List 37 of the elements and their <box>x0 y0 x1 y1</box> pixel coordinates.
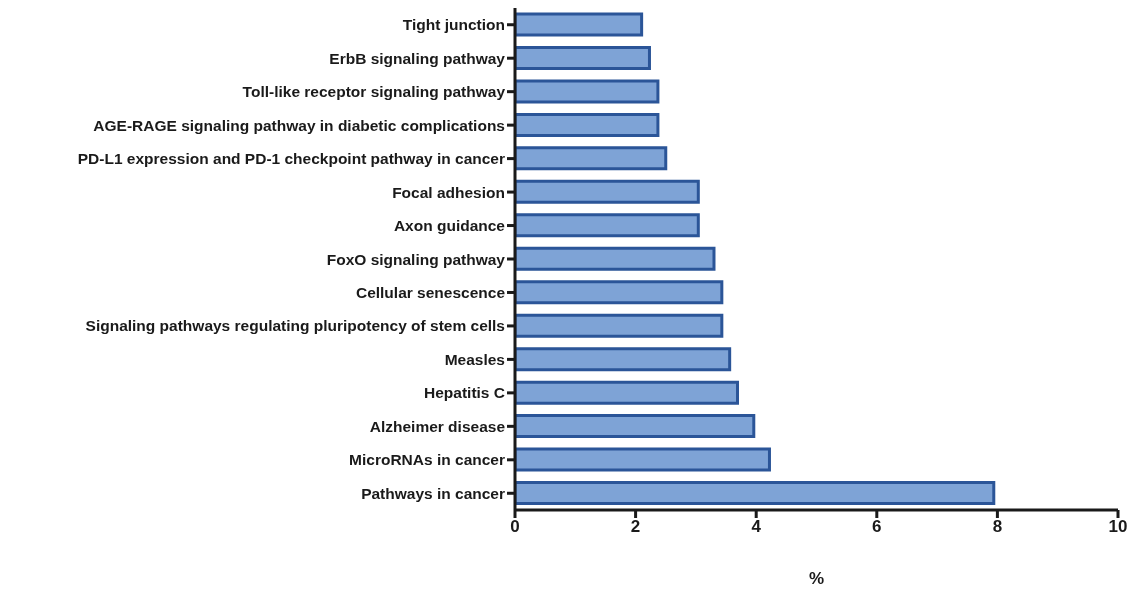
x-tick-label: 8 <box>992 517 1003 537</box>
y-tick-label: Focal adhesion <box>392 183 505 201</box>
x-tick-label: 10 <box>1108 517 1128 537</box>
bar <box>515 146 668 171</box>
x-tick-label: 0 <box>510 517 520 537</box>
bar <box>515 280 724 305</box>
bar <box>515 380 740 405</box>
y-tick-label: Signaling pathways regulating pluripotency of stem cells <box>85 317 505 335</box>
bar <box>515 12 644 37</box>
x-axis-title: % <box>808 569 825 588</box>
y-tick-label: Alzheimer disease <box>369 417 506 435</box>
bar <box>515 179 700 204</box>
y-tick-label: Pathways in cancer <box>361 484 505 502</box>
y-tick-label: ErbB signaling pathway <box>329 49 506 67</box>
bar <box>515 79 660 104</box>
x-tick-label: 4 <box>751 517 762 537</box>
y-tick-label: AGE-RAGE signaling pathway in diabetic complications <box>93 116 505 134</box>
y-tick-label: Toll-like receptor signaling pathway <box>242 83 506 101</box>
y-tick-label: Hepatitis C <box>424 384 505 402</box>
bar <box>515 213 700 238</box>
bar <box>515 246 716 271</box>
y-tick-label: Axon guidance <box>393 217 506 235</box>
y-tick-label: Tight junction <box>402 16 505 34</box>
y-tick-label: Measles <box>444 350 505 368</box>
bar <box>515 347 732 372</box>
x-tick-label: 6 <box>872 517 882 537</box>
bar <box>515 447 771 472</box>
y-tick-label: Cellular senescence <box>355 283 506 301</box>
y-tick-label: FoxO signaling pathway <box>326 250 506 268</box>
y-tick-label: MicroRNAs in cancer <box>349 451 505 469</box>
bar <box>515 414 756 439</box>
bar <box>515 481 996 506</box>
bar <box>515 45 651 70</box>
y-tick-label: PD-L1 expression and PD-1 checkpoint pathway in cancer <box>77 150 505 168</box>
x-tick-label: 2 <box>630 517 641 537</box>
bar <box>515 112 660 137</box>
bar <box>515 313 724 338</box>
